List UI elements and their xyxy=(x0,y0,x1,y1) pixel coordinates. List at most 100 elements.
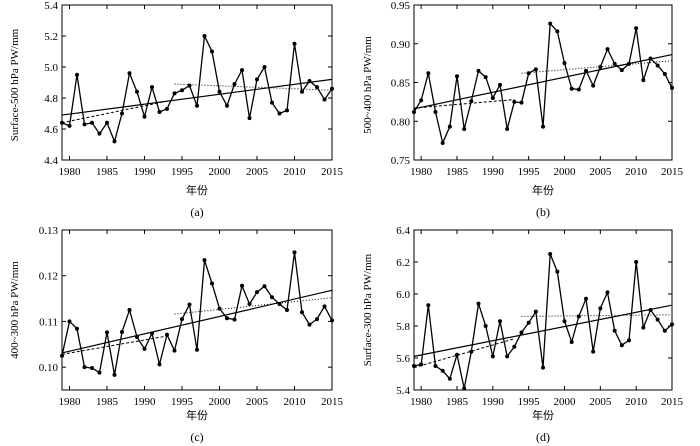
data-point xyxy=(75,326,79,331)
x-tick-label: 2010 xyxy=(625,396,648,408)
data-point xyxy=(75,72,79,77)
data-point xyxy=(469,349,474,354)
data-point xyxy=(541,365,545,370)
data-point xyxy=(60,353,64,358)
data-point xyxy=(426,71,431,76)
chart-panel-1: 1980 1985 1990 1995 2000 2005 2010 2015 4.4 4.6 4.… xyxy=(9,0,344,219)
data-point xyxy=(447,124,452,129)
data-point xyxy=(455,352,459,357)
data-point xyxy=(180,88,184,93)
x-axis-label: 年份 xyxy=(532,183,554,197)
y-tick-label: 6.2 xyxy=(396,257,410,269)
y-tick-label: 0.11 xyxy=(39,316,58,328)
y-tick-label: 6.4 xyxy=(396,225,410,237)
y-tick-label: 5.2 xyxy=(44,31,58,43)
data-point xyxy=(322,97,327,102)
data-point xyxy=(195,103,199,108)
data-point xyxy=(619,68,624,73)
data-point xyxy=(576,314,581,319)
data-point xyxy=(300,89,304,94)
x-tick-label: 1985 xyxy=(446,166,469,178)
data-point xyxy=(262,284,267,289)
data-point xyxy=(292,250,297,255)
data-point xyxy=(165,332,169,337)
data-point xyxy=(670,322,674,327)
panel-label: (b) xyxy=(536,205,550,219)
trend-line-late xyxy=(521,60,673,74)
data-point xyxy=(150,85,154,90)
data-point xyxy=(612,328,617,333)
data-point xyxy=(142,346,147,351)
data-point xyxy=(655,317,660,322)
data-point xyxy=(433,109,438,114)
x-tick-label: 2005 xyxy=(246,396,269,408)
data-point xyxy=(476,301,481,306)
data-point xyxy=(519,330,524,335)
x-tick-label: 1995 xyxy=(171,166,194,178)
data-point xyxy=(112,139,117,144)
x-tick-label: 1980 xyxy=(410,166,433,178)
data-point xyxy=(462,127,467,131)
y-tick-label: 0.90 xyxy=(391,39,411,51)
data-point xyxy=(634,260,639,264)
data-point xyxy=(598,306,603,311)
x-tick-label: 1980 xyxy=(59,396,82,408)
data-point xyxy=(127,308,132,312)
x-tick-label: 1995 xyxy=(518,396,541,408)
data-point xyxy=(202,258,207,263)
data-point xyxy=(555,29,560,34)
y-tick-label: 4.8 xyxy=(44,93,58,105)
data-point xyxy=(105,330,109,335)
data-point xyxy=(135,89,139,94)
data-point xyxy=(112,372,117,377)
trend-line-late xyxy=(174,297,333,315)
y-tick-label: 5.6 xyxy=(396,353,410,365)
x-tick-label: 2000 xyxy=(554,396,577,408)
data-point xyxy=(90,120,94,125)
data-point xyxy=(67,319,72,324)
data-point xyxy=(270,100,274,105)
x-tick-label: 2015 xyxy=(321,166,344,178)
data-point xyxy=(498,319,502,324)
trend-line-full xyxy=(61,289,333,354)
x-tick-label: 1985 xyxy=(446,396,469,408)
data-point xyxy=(612,61,617,66)
data-point xyxy=(217,89,222,94)
data-point xyxy=(591,83,596,88)
trend-line-late xyxy=(521,314,673,317)
data-point xyxy=(210,49,214,54)
x-tick-label: 1995 xyxy=(518,166,541,178)
data-point xyxy=(315,317,319,322)
data-point xyxy=(584,296,588,301)
data-point xyxy=(82,365,87,370)
data-point xyxy=(576,87,581,92)
data-point xyxy=(605,47,610,52)
y-axis-label: 500~400 hPa PW/mm xyxy=(362,36,374,134)
trend-line-early xyxy=(61,100,168,124)
plot-frame xyxy=(413,4,673,161)
data-point xyxy=(505,127,510,131)
data-point xyxy=(498,82,502,87)
trend-line-late xyxy=(174,83,333,91)
data-point xyxy=(195,347,199,352)
trend-line-early xyxy=(61,335,168,355)
x-axis-label: 年份 xyxy=(186,183,208,197)
x-tick-label: 1990 xyxy=(134,396,157,408)
trend-line-early xyxy=(413,99,515,109)
data-point xyxy=(455,74,459,79)
y-tick-label: 0.13 xyxy=(39,225,59,237)
data-point xyxy=(512,344,517,349)
data-point xyxy=(512,99,517,104)
data-point xyxy=(187,302,192,307)
data-point xyxy=(97,131,102,136)
data-point xyxy=(440,140,445,145)
panel-label: (d) xyxy=(536,430,550,444)
plot-frame xyxy=(413,229,673,391)
plot-frame xyxy=(61,4,333,161)
data-point xyxy=(634,26,639,31)
data-point xyxy=(533,67,538,72)
trend-line-full xyxy=(61,78,333,116)
y-tick-label: 0.85 xyxy=(391,78,411,90)
data-point xyxy=(240,68,244,73)
